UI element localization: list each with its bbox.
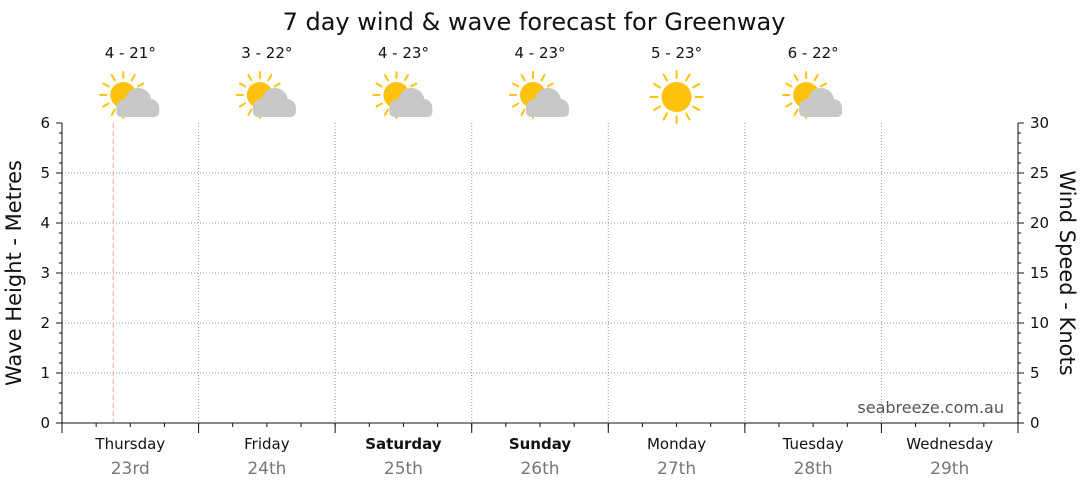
sun-ray — [793, 74, 799, 82]
credit-text: seabreeze.com.au — [857, 398, 1004, 417]
label-layer: 0 1 2 3 4 5 6 0 5 10 15 20 25 30 Thursday 23rd 4 - 21° Fr… — [40, 44, 1049, 479]
date-label: 26th — [520, 459, 559, 479]
date-label: 29th — [930, 459, 969, 479]
partly-cloudy-icon — [509, 71, 569, 119]
temp-label: 4 - 23° — [378, 44, 429, 62]
grid-layer — [62, 123, 1018, 423]
sun-ray — [685, 112, 691, 121]
sun-disc — [661, 82, 692, 112]
y-right-tick-label: 20 — [1030, 214, 1049, 232]
sun-ray — [247, 108, 253, 116]
icon-layer — [99, 70, 843, 124]
sun-ray — [520, 108, 526, 116]
temp-label: 4 - 21° — [105, 44, 156, 62]
sun-ray — [410, 82, 418, 88]
sun-ray — [692, 83, 701, 89]
day-label: Thursday — [94, 435, 165, 453]
sun-ray — [267, 74, 273, 82]
day-label: Sunday — [509, 435, 572, 453]
sun-ray — [546, 82, 554, 88]
sun-ray — [375, 102, 383, 108]
cloud-base — [116, 106, 160, 117]
y-right-tick-label: 5 — [1030, 364, 1040, 382]
cloud-base — [526, 106, 569, 117]
date-label: 23rd — [111, 459, 150, 479]
sun-ray — [819, 82, 828, 88]
y-left-tick-label: 3 — [40, 264, 50, 282]
sun-ray — [238, 102, 247, 108]
y-right-tick-label: 25 — [1030, 164, 1049, 182]
sun-ray — [102, 82, 110, 88]
sun-ray — [793, 108, 799, 116]
y-left-tick-label: 4 — [40, 214, 50, 232]
day-label: Saturday — [365, 435, 442, 453]
sun-ray — [813, 74, 819, 82]
sun-ray — [785, 82, 793, 88]
cloud-base — [799, 106, 843, 117]
sun-ray — [662, 112, 669, 121]
sun-ray — [137, 82, 145, 88]
sun-ray — [238, 82, 247, 88]
sun-ray — [273, 82, 281, 88]
y-left-tick-label: 1 — [40, 364, 50, 382]
sun-ray — [685, 73, 691, 82]
y-left-tick-label: 2 — [40, 314, 50, 332]
y-left-tick-label: 6 — [40, 114, 50, 132]
temp-label: 6 - 22° — [788, 44, 839, 62]
y-right-tick-label: 0 — [1030, 414, 1040, 432]
sun-ray — [520, 74, 526, 82]
sun-ray — [653, 83, 662, 89]
partly-cloudy-icon — [782, 71, 843, 119]
sun-ray — [692, 105, 701, 111]
cloud-base — [252, 106, 296, 117]
partly-cloudy-icon — [99, 71, 160, 119]
sun-ray — [383, 74, 389, 82]
temp-label: 5 - 23° — [651, 44, 702, 62]
y-right-tick-label: 10 — [1030, 314, 1049, 332]
sun-ray — [653, 105, 662, 111]
date-label: 27th — [657, 459, 696, 479]
sun-ray — [130, 74, 136, 82]
y-right-tick-label: 15 — [1030, 264, 1049, 282]
sunny-icon — [649, 70, 704, 124]
y-left-axis-title: Wave Height - Metres — [2, 160, 26, 386]
sun-ray — [785, 102, 793, 108]
day-label: Wednesday — [906, 435, 993, 453]
sun-ray — [662, 73, 669, 82]
sun-ray — [512, 102, 520, 108]
sun-ray — [110, 108, 116, 116]
date-label: 28th — [794, 459, 833, 479]
sun-ray — [375, 82, 383, 88]
sun-ray — [512, 82, 520, 88]
sun-ray — [110, 74, 116, 82]
sun-ray — [540, 74, 546, 82]
partly-cloudy-icon — [235, 71, 296, 119]
day-label: Tuesday — [782, 435, 844, 453]
sun-ray — [102, 102, 110, 108]
y-right-tick-label: 30 — [1030, 114, 1049, 132]
temp-label: 3 - 22° — [241, 44, 292, 62]
date-label: 24th — [247, 459, 286, 479]
sun-ray — [383, 108, 389, 116]
day-label: Monday — [647, 435, 706, 453]
chart-title: 7 day wind & wave forecast for Greenway — [283, 8, 786, 36]
y-right-axis-title: Wind Speed - Knots — [1055, 170, 1079, 375]
partly-cloudy-icon — [372, 71, 433, 119]
y-left-tick-label: 5 — [40, 164, 50, 182]
cloud-base — [389, 106, 433, 117]
axis-layer — [56, 122, 1024, 433]
day-label: Friday — [244, 435, 290, 453]
sun-ray — [403, 74, 409, 82]
temp-label: 4 - 23° — [514, 44, 565, 62]
date-label: 25th — [384, 459, 423, 479]
sun-ray — [247, 74, 253, 82]
y-left-tick-label: 0 — [40, 414, 50, 432]
